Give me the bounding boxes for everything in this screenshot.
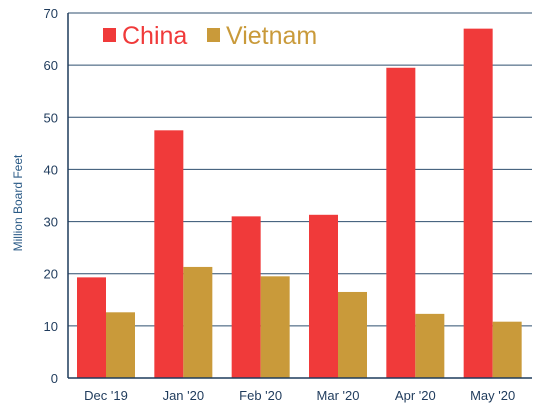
x-tick-label: Feb '20: [239, 388, 282, 403]
axes: [67, 13, 532, 379]
x-tick-label: Mar '20: [317, 388, 360, 403]
gridlines: [68, 12, 532, 327]
bar-china-0: [77, 277, 106, 378]
x-tick-label: May '20: [470, 388, 515, 403]
legend-swatch-vietnam: [207, 28, 220, 42]
y-axis-title: Million Board Feet: [11, 154, 25, 251]
bar-vietnam-1: [183, 266, 213, 378]
bars: [77, 28, 522, 379]
bar-china-2: [231, 216, 261, 378]
legend-swatch-china: [103, 28, 116, 42]
bar-vietnam-4: [415, 313, 445, 378]
y-tick-label: 30: [44, 215, 58, 230]
bar-vietnam-3: [338, 291, 367, 378]
y-tick-label: 20: [44, 267, 58, 282]
x-tick-label: Jan '20: [163, 388, 205, 403]
bar-vietnam-5: [492, 321, 522, 378]
legend-label-china: China: [122, 22, 187, 50]
bar-china-1: [154, 130, 184, 378]
y-tick-label: 0: [51, 371, 58, 386]
tick-labels: 0 10 20 30 40 50 60 70 Dec '19 Jan '20 Feb '20 Mar …: [44, 6, 516, 403]
y-tick-label: 40: [44, 162, 58, 177]
y-tick-label: 10: [44, 319, 58, 334]
bar-china-5: [463, 28, 493, 379]
legend: China Vietnam: [103, 22, 317, 50]
y-tick-label: 60: [44, 58, 58, 73]
y-tick-label: 50: [44, 110, 58, 125]
bar-china-3: [309, 214, 338, 378]
x-tick-label: Dec '19: [84, 388, 128, 403]
x-tick-label: Apr '20: [395, 388, 436, 403]
bar-vietnam-0: [106, 312, 135, 378]
y-tick-label: 70: [44, 6, 58, 21]
bar-china-4: [386, 67, 416, 378]
bar-vietnam-2: [260, 276, 290, 378]
legend-label-vietnam: Vietnam: [226, 22, 317, 50]
